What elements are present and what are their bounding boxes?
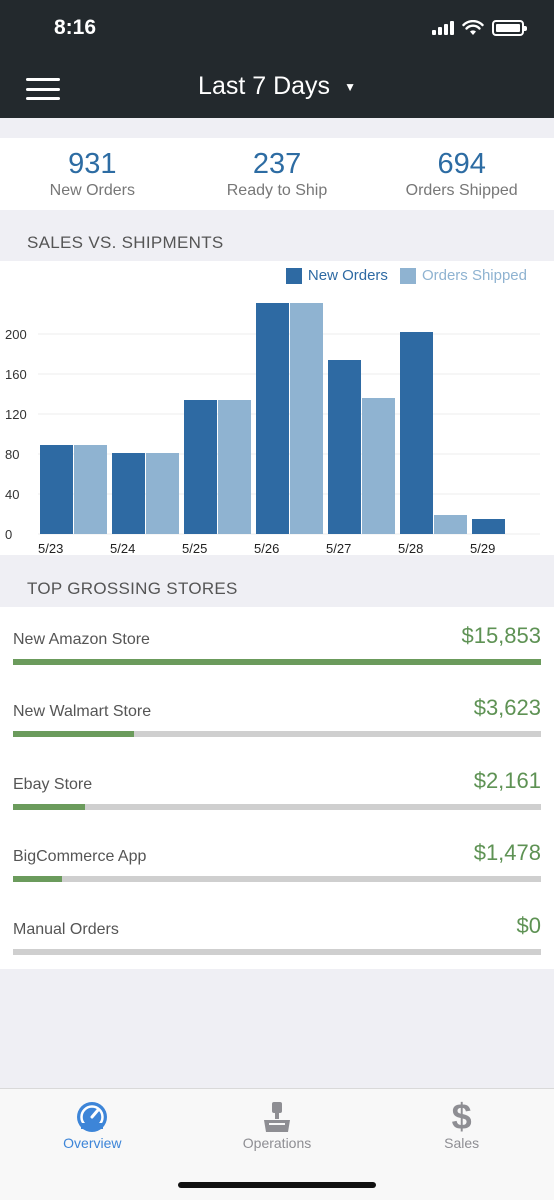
bar-chart-plot: 0 40 80 120 160 200 5/23 5/24 5/25 5/26 5/27 5/28 5/…: [5, 303, 540, 555]
stores-section-title: TOP GROSSING STORES: [27, 579, 238, 598]
bar-new-orders[interactable]: [328, 360, 361, 534]
order-stats: 931 New Orders 237 Ready to Ship 694 Ord…: [0, 138, 554, 210]
x-tick-label: 5/25: [182, 541, 207, 555]
tab-label: Overview: [63, 1135, 122, 1151]
store-progress-track: [13, 731, 541, 738]
store-row[interactable]: New Amazon Store $15,853: [0, 607, 554, 679]
operator-icon: [264, 1102, 290, 1132]
stat-new-orders[interactable]: 931 New Orders: [0, 138, 185, 210]
stat-orders-shipped[interactable]: 694 Orders Shipped: [369, 138, 554, 210]
store-progress-track: [13, 659, 541, 665]
dollar-icon: $: [451, 1096, 472, 1137]
store-name: BigCommerce App: [13, 848, 147, 866]
y-tick-label: 120: [5, 407, 27, 422]
store-amount: $15,853: [461, 623, 541, 648]
x-tick-label: 5/27: [326, 541, 351, 555]
top-bar: 8:16 Last 7 Days ▼: [0, 0, 554, 118]
store-name: Manual Orders: [13, 920, 119, 938]
tab-bar: Overview Operations $ Sales: [0, 1088, 554, 1200]
store-row[interactable]: Manual Orders $0: [0, 897, 554, 969]
caret-down-icon: ▼: [344, 80, 356, 95]
store-amount: $3,623: [473, 695, 541, 721]
tab-overview[interactable]: Overview: [0, 1089, 185, 1200]
legend-orders-shipped: Orders Shipped: [399, 267, 527, 284]
chart-legend: New Orders Orders Shipped: [285, 267, 527, 284]
stat-value: 931: [68, 148, 117, 180]
y-tick-label: 0: [5, 527, 12, 542]
stat-value: 694: [437, 148, 486, 180]
store-name: New Walmart Store: [13, 703, 152, 721]
legend-label: Orders Shipped: [421, 267, 527, 284]
y-tick-label: 80: [5, 447, 19, 462]
bar-new-orders[interactable]: [184, 400, 217, 534]
store-name: New Amazon Store: [13, 631, 150, 648]
y-tick-label: 40: [5, 487, 19, 502]
stores-list: New Amazon Store $15,853 New Walmart Sto…: [0, 607, 554, 969]
tab-label: Operations: [242, 1135, 312, 1151]
hamburger-menu-button[interactable]: [26, 78, 60, 100]
bar-orders-shipped[interactable]: [218, 400, 251, 534]
bar-new-orders[interactable]: [400, 332, 433, 534]
status-time: 8:16: [54, 16, 97, 39]
bar-new-orders[interactable]: [112, 453, 145, 534]
store-progress-track: [13, 803, 541, 810]
legend-swatch: [285, 267, 302, 284]
x-tick-label: 5/26: [254, 541, 279, 555]
tab-operations[interactable]: Operations: [185, 1089, 370, 1200]
store-row[interactable]: Ebay Store $2,161: [0, 752, 554, 824]
y-tick-label: 200: [5, 327, 27, 342]
legend-new-orders: New Orders: [285, 267, 388, 284]
bar-orders-shipped[interactable]: [434, 515, 467, 534]
stat-label: Ready to Ship: [226, 182, 328, 199]
store-name: Ebay Store: [13, 775, 93, 793]
bar-new-orders[interactable]: [40, 445, 73, 534]
period-selector[interactable]: Last 7 Days ▼: [0, 72, 554, 101]
x-tick-label: 5/28: [398, 541, 423, 555]
battery-icon: [492, 20, 527, 36]
store-progress-track: [13, 876, 541, 883]
speedometer-icon: [77, 1102, 108, 1132]
sales-chart: New Orders Orders Shipped 0 40 80 120 160 200…: [0, 261, 554, 555]
store-progress-fill: [13, 731, 134, 738]
home-indicator: [178, 1182, 376, 1188]
legend-label: New Orders: [307, 267, 388, 284]
cellular-signal-icon: [432, 21, 454, 35]
store-row[interactable]: New Walmart Store $3,623: [0, 679, 554, 751]
status-icons: [432, 20, 527, 36]
store-progress-fill: [13, 803, 85, 810]
legend-swatch: [399, 267, 416, 284]
store-amount: $2,161: [473, 767, 541, 793]
store-progress-fill: [13, 876, 63, 883]
store-progress-track: [13, 948, 541, 955]
store-amount: $0: [516, 912, 541, 938]
tab-sales[interactable]: $ Sales: [369, 1089, 554, 1200]
bar-orders-shipped[interactable]: [74, 445, 107, 534]
bar-new-orders[interactable]: [472, 519, 505, 534]
bar-orders-shipped[interactable]: [290, 303, 323, 534]
store-row[interactable]: BigCommerce App $1,478: [0, 824, 554, 896]
bar-orders-shipped[interactable]: [146, 453, 179, 534]
stat-label: New Orders: [49, 182, 136, 199]
stat-value: 237: [252, 148, 302, 180]
tab-label: Sales: [444, 1135, 480, 1151]
y-tick-label: 160: [5, 367, 27, 382]
sales-section-title: SALES VS. SHIPMENTS: [27, 233, 224, 252]
stat-label: Orders Shipped: [405, 182, 518, 199]
bar-orders-shipped[interactable]: [362, 398, 395, 534]
bar-new-orders[interactable]: [256, 303, 289, 534]
x-tick-label: 5/24: [110, 541, 135, 555]
stat-ready-to-ship[interactable]: 237 Ready to Ship: [185, 138, 370, 210]
wifi-icon: [462, 20, 484, 35]
store-amount: $1,478: [473, 840, 541, 866]
period-label: Last 7 Days: [198, 72, 331, 100]
x-tick-label: 5/23: [38, 541, 63, 555]
x-tick-label: 5/29: [470, 541, 495, 555]
store-progress-fill: [13, 659, 541, 665]
